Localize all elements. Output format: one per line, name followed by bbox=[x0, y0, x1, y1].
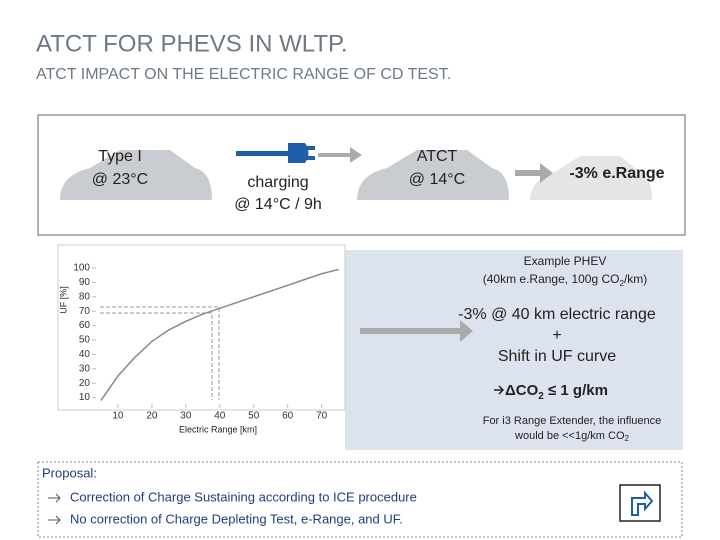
atct-temp: @ 14°C bbox=[409, 171, 465, 188]
effect: -3% @ 40 km electric range bbox=[458, 306, 656, 323]
conclusion: ΔCO2 ≤ 1 g/km bbox=[505, 382, 608, 402]
text: would be <<1g/km CO bbox=[514, 430, 625, 442]
type1-temp: @ 23°C bbox=[92, 171, 148, 188]
arrow bbox=[360, 320, 473, 342]
subscript: 2 bbox=[619, 279, 624, 288]
y-tick-label: 100 bbox=[73, 263, 90, 274]
arrow-icon bbox=[494, 385, 505, 395]
y-tick-label: 70 bbox=[79, 306, 91, 317]
bullet-arrows bbox=[48, 493, 61, 525]
arrow bbox=[515, 163, 553, 183]
proposal-item: No correction of Charge Depleting Test, … bbox=[70, 511, 403, 526]
note: For i3 Range Extender, the influence bbox=[483, 415, 662, 427]
title: ATCT FOR PHEVS IN WLTP. bbox=[36, 30, 348, 57]
y-tick-label: 40 bbox=[79, 349, 91, 360]
subscript: 2 bbox=[538, 391, 544, 402]
car-icons bbox=[60, 150, 652, 200]
charging-label: charging bbox=[247, 174, 308, 191]
plug-icon bbox=[236, 143, 315, 163]
text: ≤ 1 g/km bbox=[544, 382, 608, 399]
subscript: 2 bbox=[625, 434, 630, 443]
x-tick-label: 20 bbox=[146, 411, 158, 422]
x-tick-label: 50 bbox=[248, 411, 260, 422]
x-tick-label: 30 bbox=[180, 411, 192, 422]
note: would be <<1g/km CO2 bbox=[514, 430, 629, 443]
x-tick-label: 70 bbox=[316, 411, 328, 422]
return-icon bbox=[619, 484, 661, 522]
atct-label: ATCT bbox=[417, 148, 458, 165]
y-tick-label: 90 bbox=[79, 277, 91, 288]
type1-label: Type I bbox=[98, 148, 142, 165]
x-tick-label: 10 bbox=[112, 411, 124, 422]
proposal-heading: Proposal: bbox=[42, 465, 97, 480]
arrow bbox=[318, 147, 362, 163]
uf-chart: 10 20 30 40 50 60 70 80 90 100 10 20 30 40 50 60 70 Elect… bbox=[57, 244, 346, 434]
text: (40km e.Range, 100g CO bbox=[483, 272, 620, 286]
text: /km) bbox=[624, 272, 647, 286]
text: ΔCO bbox=[505, 382, 539, 399]
subtitle: ATCT IMPACT ON THE ELECTRIC RANGE OF CD … bbox=[36, 66, 451, 83]
y-axis-label: UF [%] bbox=[58, 286, 68, 314]
effect-plus: + bbox=[552, 327, 561, 344]
proposal-box bbox=[37, 461, 683, 538]
y-tick-label: 20 bbox=[79, 378, 91, 389]
y-tick-label: 30 bbox=[79, 363, 91, 374]
x-tick-label: 60 bbox=[282, 411, 294, 422]
reference-lines bbox=[100, 306, 220, 400]
plot-area bbox=[57, 244, 346, 411]
y-tick-label: 50 bbox=[79, 335, 91, 346]
proposal-item: Correction of Charge Sustaining accordin… bbox=[70, 489, 417, 504]
x-axis-label: Electric Range [km] bbox=[179, 424, 257, 434]
charging-condition: @ 14°C / 9h bbox=[234, 196, 322, 213]
example-detail: (40km e.Range, 100g CO2/km) bbox=[483, 272, 648, 288]
y-tick-label: 60 bbox=[79, 320, 91, 331]
y-tick-label: 80 bbox=[79, 291, 91, 302]
example-heading: Example PHEV bbox=[524, 254, 607, 268]
example-panel bbox=[345, 250, 683, 450]
result: -3% e.Range bbox=[569, 165, 664, 182]
y-tick-label: 10 bbox=[79, 392, 91, 403]
effect-shift: Shift in UF curve bbox=[498, 348, 616, 365]
x-tick-label: 40 bbox=[214, 411, 226, 422]
uf-curve bbox=[100, 268, 339, 401]
